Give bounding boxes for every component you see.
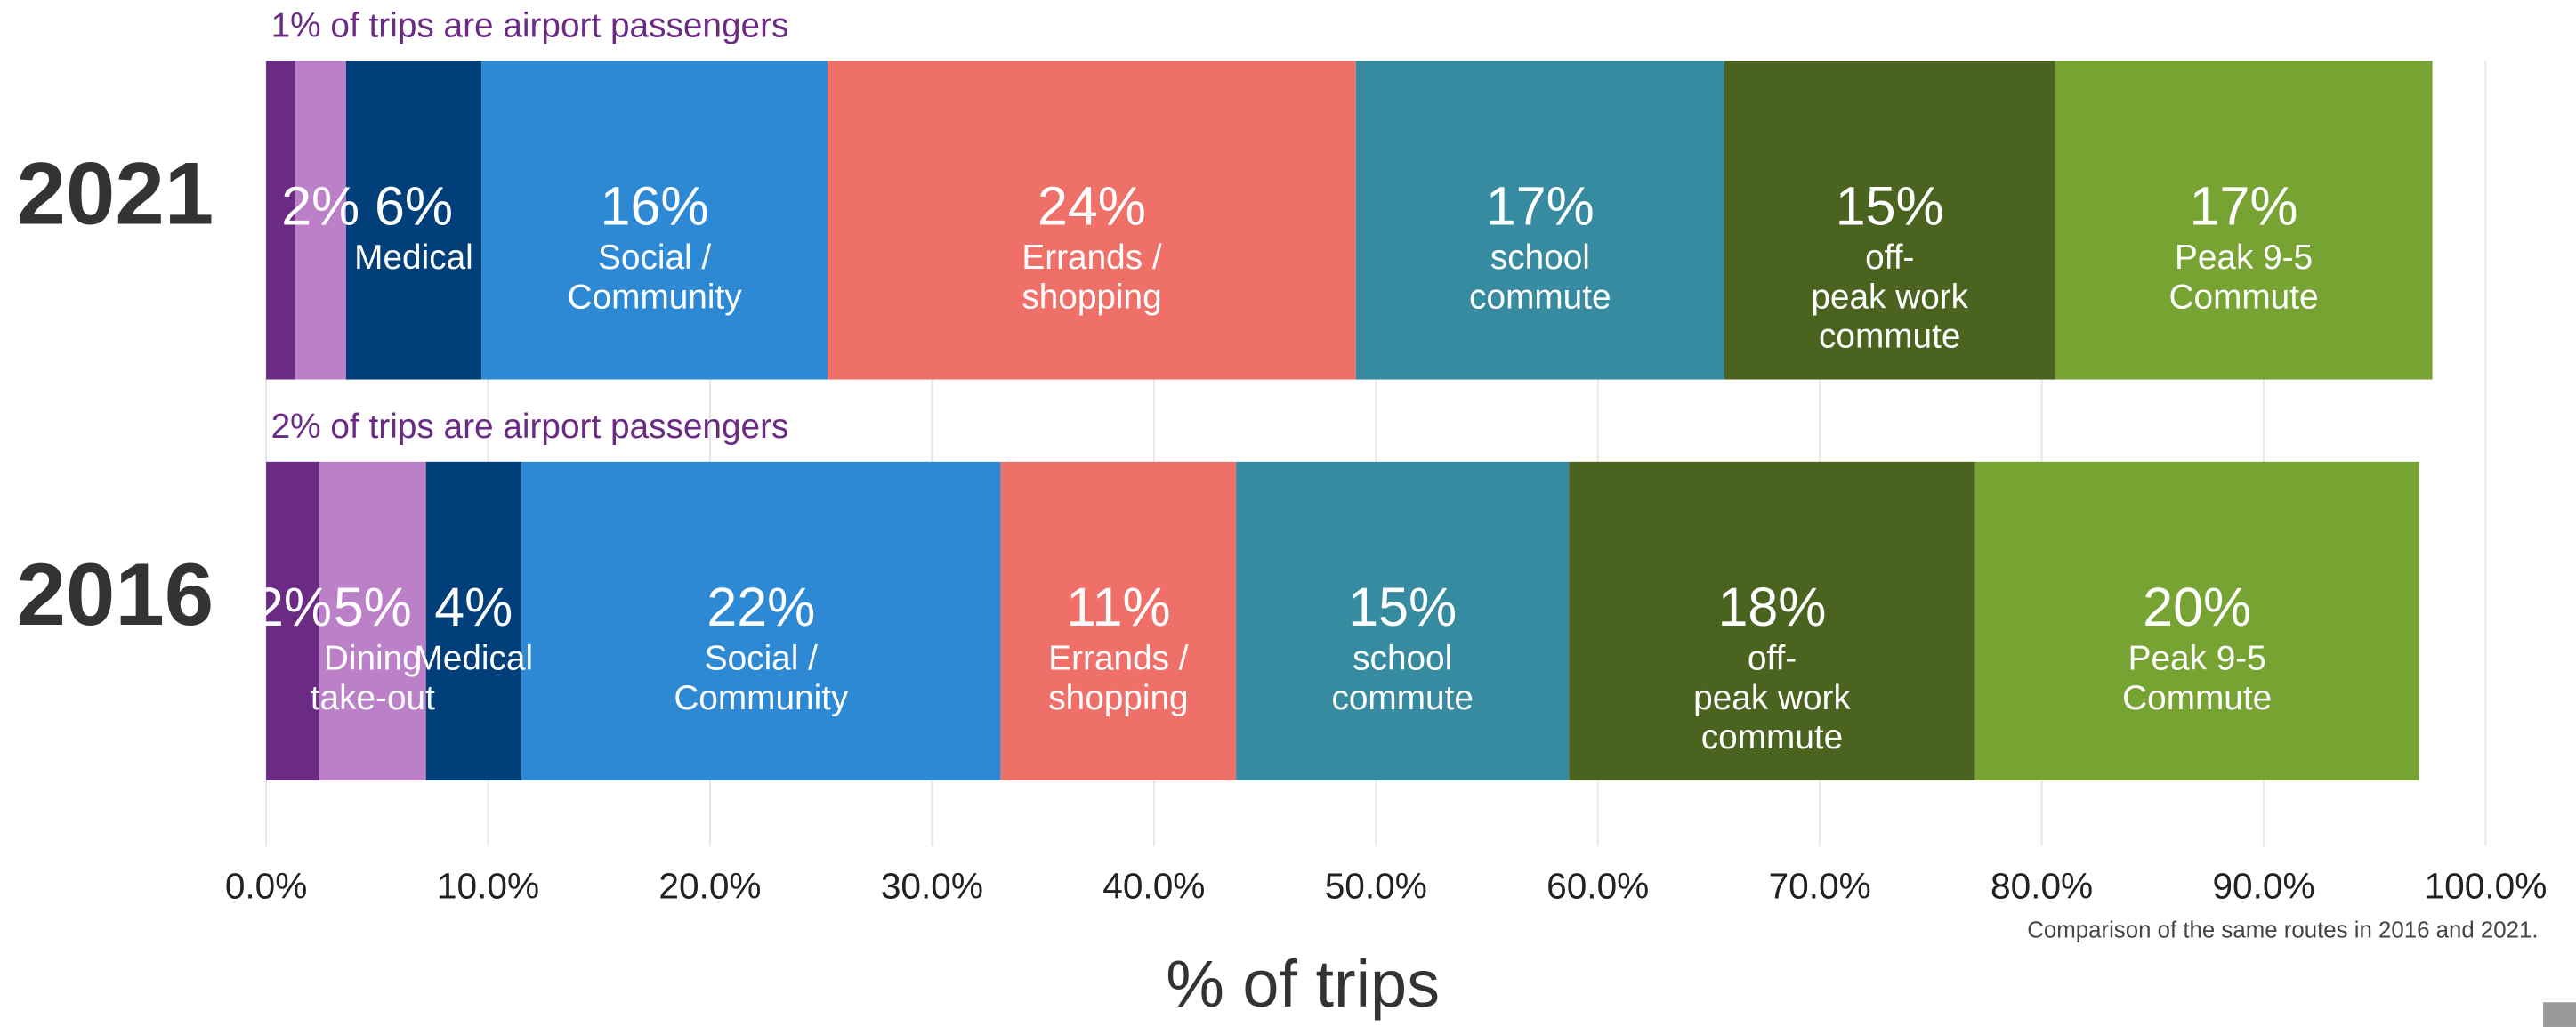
segment-label: peak work: [1693, 679, 1851, 717]
x-tick-label: 80.0%: [1991, 866, 2093, 907]
segment-label: Social /: [598, 239, 711, 277]
bar-segment: [521, 461, 1001, 781]
year-label: 2021: [16, 145, 214, 244]
segment-label: commute: [1331, 679, 1473, 717]
segment-label: school: [1490, 239, 1590, 277]
value-label: 11%: [1066, 577, 1170, 637]
value-label: 18%: [1718, 577, 1827, 637]
bar-segment: [1355, 61, 1724, 380]
bar-segment: [1724, 61, 2055, 380]
segment-label: off-: [1865, 239, 1914, 277]
bar-segment: [266, 61, 295, 380]
segment-label: Commute: [2122, 679, 2272, 717]
note: Comparison of the same routes in 2016 an…: [2027, 918, 2538, 943]
annotation: 1% of trips are airport passengers: [271, 7, 789, 45]
x-tick-label: 20.0%: [658, 866, 761, 907]
segment-label: Peak 9-5: [2175, 239, 2313, 277]
year-label: 2016: [16, 546, 214, 644]
bar-segment: [345, 61, 482, 380]
value-label: 17%: [2190, 175, 2298, 236]
x-tick-label: 70.0%: [1769, 866, 1871, 907]
segment-label: off-: [1748, 639, 1797, 677]
value-label: 15%: [1348, 577, 1457, 637]
value-label: 5%: [334, 577, 412, 637]
x-tick-label: 40.0%: [1102, 866, 1205, 907]
segment-label: take-out: [311, 679, 435, 717]
segment-label: shopping: [1022, 278, 1161, 316]
segment-label: Community: [674, 679, 849, 717]
x-tick-label: 100.0%: [2425, 866, 2548, 907]
bar-segment: [1236, 461, 1570, 781]
bar-segment: [266, 461, 319, 781]
segment-label: Community: [568, 278, 743, 316]
value-label: 24%: [1038, 175, 1146, 236]
segment-label: Errands /: [1022, 239, 1162, 277]
value-label: 16%: [601, 175, 709, 236]
x-tick-label: 90.0%: [2212, 866, 2314, 907]
value-label: 6%: [375, 175, 453, 236]
bar-segment: [1000, 461, 1237, 781]
value-label: 22%: [707, 577, 815, 637]
x-tick-label: 0.0%: [225, 866, 308, 907]
bar-segment: [2055, 61, 2433, 380]
bar-segment: [481, 61, 828, 380]
segment-label: peak work: [1811, 278, 1968, 316]
segment-label: Dining: [324, 639, 422, 677]
annotation: 2% of trips are airport passengers: [271, 408, 789, 446]
segment-label: commute: [1819, 318, 1960, 356]
value-label: 2%: [254, 577, 332, 637]
x-tick-label: 50.0%: [1325, 866, 1427, 907]
bar-segment: [319, 461, 426, 781]
x-tick-label: 60.0%: [1546, 866, 1649, 907]
segment-label: shopping: [1048, 679, 1188, 717]
segment-label: Medical: [415, 639, 534, 677]
x-axis-label: % of trips: [1166, 947, 1440, 1021]
bar-segment: [295, 61, 346, 380]
segment-label: school: [1353, 639, 1452, 677]
segment-label: commute: [1469, 278, 1611, 316]
x-tick-label: 30.0%: [881, 866, 983, 907]
segment-label: Peak 9-5: [2128, 639, 2266, 677]
segment-label: Errands /: [1048, 639, 1189, 677]
value-label: 4%: [434, 577, 513, 637]
value-label: 17%: [1486, 175, 1595, 236]
value-label: 15%: [1836, 175, 1944, 236]
x-tick-label: 10.0%: [437, 866, 539, 907]
bar-segment: [828, 61, 1356, 380]
segment-label: commute: [1701, 718, 1843, 756]
value-label: 20%: [2143, 577, 2251, 637]
segment-label: Medical: [354, 239, 473, 277]
corner-square: [2543, 1002, 2576, 1027]
bar-segment: [1974, 461, 2419, 781]
bar-segment: [425, 461, 521, 781]
segment-label: Social /: [705, 639, 818, 677]
value-label: 2%: [281, 175, 359, 236]
segment-label: Commute: [2169, 278, 2319, 316]
bar-segment: [1569, 461, 1975, 781]
